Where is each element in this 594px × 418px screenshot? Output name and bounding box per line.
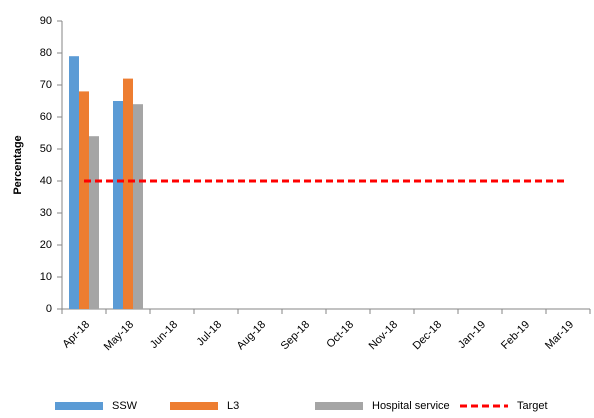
x-tick-label: Aug-18 — [235, 319, 269, 353]
bar — [113, 101, 123, 309]
x-tick-label: May-18 — [102, 319, 136, 353]
x-tick-label: Jan-19 — [456, 319, 488, 351]
x-tick-label: Jun-18 — [148, 319, 180, 351]
y-tick-label: 20 — [40, 239, 52, 251]
y-tick-label: 80 — [40, 47, 52, 59]
y-tick-label: 30 — [40, 207, 52, 219]
y-tick-label: 90 — [40, 15, 52, 27]
x-tick-label: Dec-18 — [411, 319, 445, 353]
bar — [69, 56, 79, 310]
x-tick-label: Oct-18 — [324, 319, 356, 351]
legend-label: Target — [517, 400, 548, 412]
y-tick-label: 10 — [40, 271, 52, 283]
y-tick-label: 70 — [40, 79, 52, 91]
y-tick-label: 60 — [40, 111, 52, 123]
x-tick-label: Sep-18 — [279, 319, 313, 353]
legend-label: L3 — [227, 400, 239, 412]
x-tick-label: Mar-19 — [543, 319, 576, 352]
y-tick-label: 0 — [46, 303, 52, 315]
y-tick-label: 50 — [40, 143, 52, 155]
bar — [79, 91, 89, 310]
legend-swatch — [170, 402, 218, 410]
bar — [89, 136, 99, 309]
x-tick-label: Jul-18 — [194, 319, 224, 349]
legend-swatch — [315, 402, 363, 410]
bar — [133, 104, 143, 309]
x-tick-label: Feb-19 — [499, 319, 532, 352]
x-tick-label: Apr-18 — [60, 319, 92, 351]
bar — [123, 78, 133, 309]
legend-label: Hospital service — [372, 400, 450, 412]
y-tick-label: 40 — [40, 175, 52, 187]
y-axis-label: Percentage — [12, 135, 24, 194]
x-tick-label: Nov-18 — [367, 319, 401, 353]
legend-swatch — [55, 402, 103, 410]
legend-label: SSW — [112, 400, 138, 412]
